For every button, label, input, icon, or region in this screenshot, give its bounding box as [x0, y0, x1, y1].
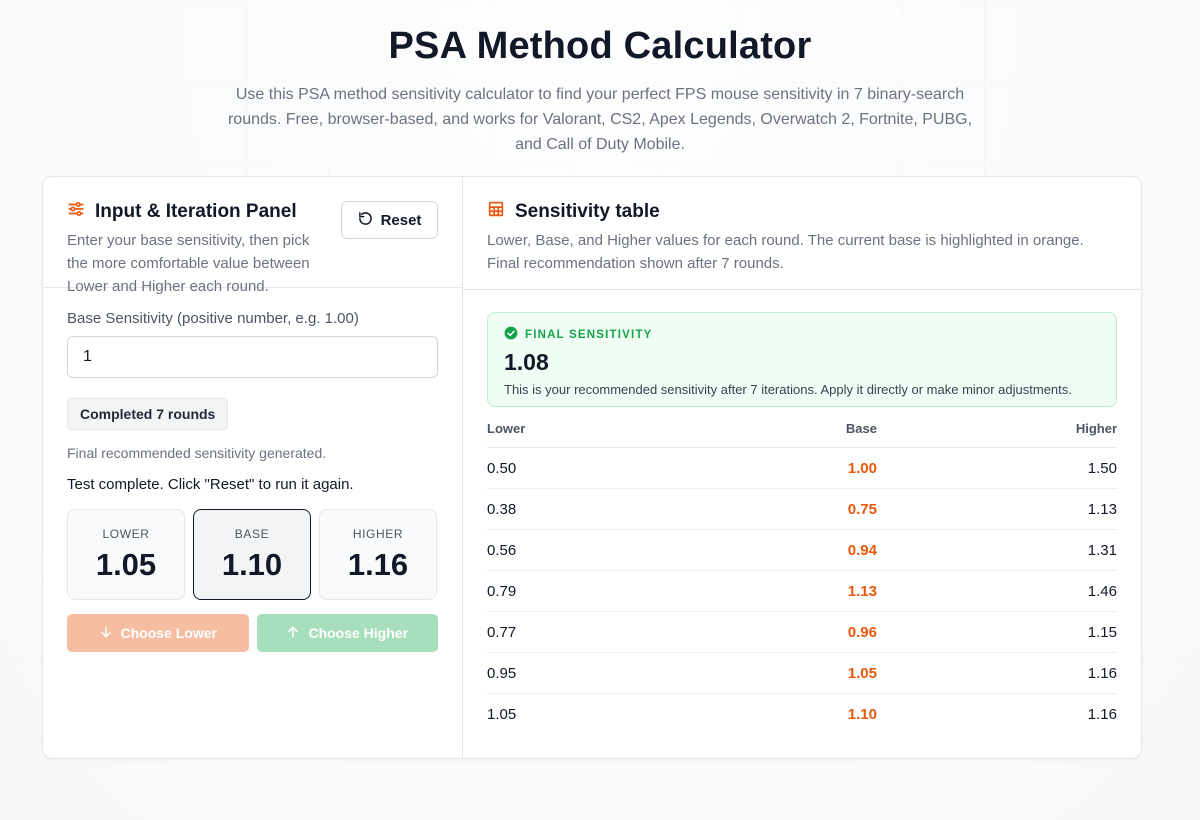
input-panel-title-text: Input & Iteration Panel	[95, 201, 297, 222]
cell-base: 0.94	[682, 529, 877, 571]
lower-value-label: LOWER	[102, 527, 150, 541]
choose-lower-button[interactable]: Choose Lower	[67, 614, 249, 652]
base-sensitivity-label: Base Sensitivity (positive number, e.g. …	[67, 310, 359, 327]
cell-base: 1.05	[682, 652, 877, 694]
cell-higher: 1.46	[877, 570, 1117, 612]
cell-higher: 1.16	[877, 652, 1117, 694]
base-value: 1.10	[221, 547, 283, 582]
cell-lower: 0.56	[487, 529, 682, 571]
choice-buttons: Choose Lower Choose Higher	[67, 614, 438, 652]
input-panel-title: Input & Iteration Panel	[67, 201, 438, 223]
cell-base: 1.00	[682, 447, 877, 489]
reset-button[interactable]: Reset	[341, 201, 438, 239]
input-panel-description: Enter your base sensitivity, then pick t…	[67, 232, 310, 295]
round-badge: Completed 7 rounds	[67, 398, 229, 430]
arrow-down-icon	[99, 625, 113, 642]
input-panel-body: Base Sensitivity (positive number, e.g. …	[43, 288, 462, 652]
final-sensitivity-label: FINAL SENSITIVITY	[504, 326, 1100, 343]
input-panel-header: Input & Iteration Panel Enter your base …	[43, 177, 462, 295]
calculator-card: Input & Iteration Panel Enter your base …	[42, 176, 1142, 759]
check-circle-icon	[504, 326, 518, 343]
table-panel-title-text: Sensitivity table	[515, 201, 660, 222]
cell-higher: 1.15	[877, 611, 1117, 653]
table-panel-header: Sensitivity table Lower, Base, and Highe…	[463, 177, 1141, 290]
table-panel: Sensitivity table Lower, Base, and Highe…	[463, 177, 1141, 758]
lower-value: 1.05	[95, 547, 157, 582]
page-subtitle: Use this PSA method sensitivity calculat…	[227, 86, 973, 153]
final-sensitivity-label-text: FINAL SENSITIVITY	[525, 328, 653, 341]
cell-base: 1.10	[847, 705, 877, 723]
table-header-row: Lower Base Higher	[487, 421, 1117, 448]
choose-higher-button[interactable]: Choose Higher	[256, 614, 438, 652]
cell-higher: 1.50	[877, 447, 1117, 489]
arrow-up-icon	[286, 625, 300, 642]
cell-lower: 0.77	[487, 611, 682, 653]
base-sensitivity-input[interactable]	[67, 336, 438, 378]
input-panel: Input & Iteration Panel Enter your base …	[43, 177, 463, 758]
final-sensitivity-description: This is your recommended sensitivity aft…	[504, 382, 1072, 397]
table-panel-title: Sensitivity table	[487, 201, 1117, 223]
column-header-lower: Lower	[487, 421, 682, 448]
column-header-higher: Higher	[877, 421, 1117, 448]
cell-base: 0.96	[682, 611, 877, 653]
cell-higher: 1.31	[877, 529, 1117, 571]
table-row: 0.77 0.96 1.15	[487, 611, 1117, 653]
table-row: 1.05 1.10 1.16	[487, 694, 1117, 735]
base-value-box: BASE 1.10	[193, 509, 311, 600]
table-row: 0.38 0.75 1.13	[487, 488, 1117, 530]
status-note: Final recommended sensitivity generated.	[67, 445, 327, 461]
table-row: 0.95 1.05 1.16	[487, 652, 1117, 694]
table-panel-description: Lower, Base, and Higher values for each …	[487, 232, 1084, 272]
cell-base: 0.75	[682, 488, 877, 530]
cell-lower: 0.79	[487, 570, 682, 612]
reset-button-label: Reset	[380, 211, 422, 229]
cell-lower: 0.50	[487, 447, 682, 489]
rotate-ccw-icon	[358, 211, 373, 230]
page-title: PSA Method Calculator	[388, 25, 812, 67]
lower-value-box: LOWER 1.05	[67, 509, 185, 600]
sensitivity-table: Lower Base Higher 0.50 1.00 1.50 0.38 0.…	[487, 421, 1117, 734]
cell-lower: 1.05	[487, 705, 517, 723]
status-message: Test complete. Click "Reset" to run it a…	[67, 476, 354, 493]
cell-lower: 0.38	[487, 488, 682, 530]
cell-higher: 1.13	[877, 488, 1117, 530]
choose-higher-label: Choose Higher	[308, 625, 409, 641]
cell-base: 1.13	[682, 570, 877, 612]
final-sensitivity-value: 1.08	[504, 349, 549, 375]
sliders-icon	[67, 200, 85, 224]
table-row: 0.50 1.00 1.50	[487, 447, 1117, 489]
choose-lower-label: Choose Lower	[120, 625, 217, 641]
column-header-base: Base	[682, 421, 877, 448]
cell-lower: 0.95	[487, 652, 682, 694]
page-header: PSA Method Calculator Use this PSA metho…	[0, 0, 1200, 157]
higher-value-box: HIGHER 1.16	[319, 509, 437, 600]
final-sensitivity-box: FINAL SENSITIVITY 1.08 This is your reco…	[487, 312, 1117, 407]
higher-value: 1.16	[347, 547, 409, 582]
current-values: LOWER 1.05 BASE 1.10 HIGHER 1.16	[67, 509, 438, 600]
table-row: 0.79 1.13 1.46	[487, 570, 1117, 612]
higher-value-label: HIGHER	[352, 527, 404, 541]
table-panel-body: FINAL SENSITIVITY 1.08 This is your reco…	[463, 290, 1141, 734]
table-icon	[487, 200, 505, 224]
cell-higher: 1.16	[1087, 705, 1117, 723]
table-row: 0.56 0.94 1.31	[487, 529, 1117, 571]
base-value-label: BASE	[234, 527, 270, 541]
